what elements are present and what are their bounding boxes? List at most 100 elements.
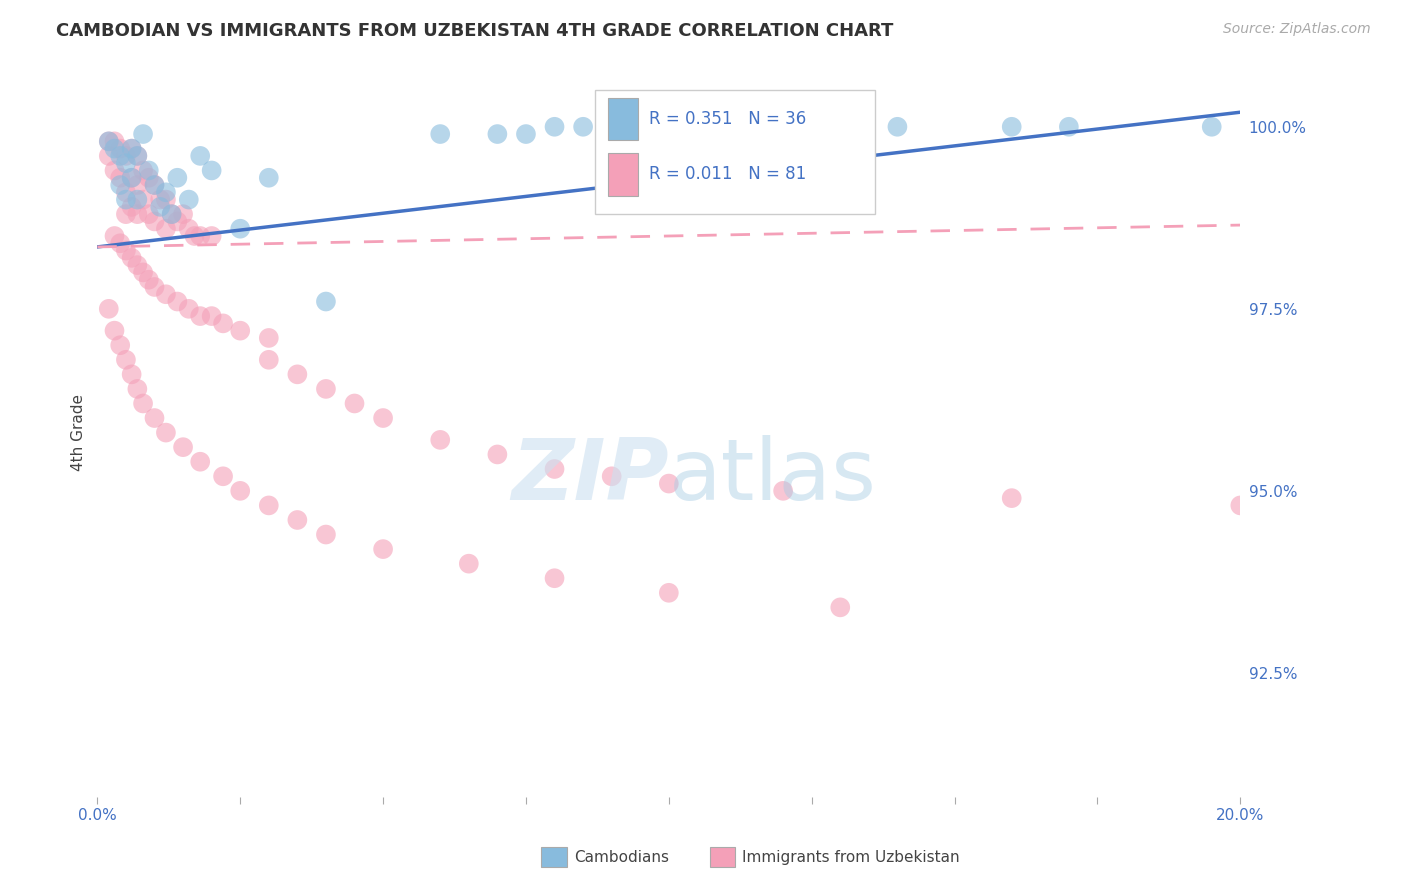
Text: CAMBODIAN VS IMMIGRANTS FROM UZBEKISTAN 4TH GRADE CORRELATION CHART: CAMBODIAN VS IMMIGRANTS FROM UZBEKISTAN … xyxy=(56,22,894,40)
Point xyxy=(103,142,125,156)
Text: R = 0.011   N = 81: R = 0.011 N = 81 xyxy=(650,166,807,184)
Point xyxy=(183,229,205,244)
Point xyxy=(97,134,120,148)
Point xyxy=(257,331,280,345)
Point xyxy=(315,294,337,309)
Point xyxy=(149,200,172,214)
Point xyxy=(97,301,120,316)
Point xyxy=(166,214,188,228)
Point xyxy=(121,251,143,265)
FancyBboxPatch shape xyxy=(609,97,638,140)
Text: R = 0.351   N = 36: R = 0.351 N = 36 xyxy=(650,110,807,128)
Point xyxy=(121,170,143,185)
Point xyxy=(127,149,149,163)
Point xyxy=(486,447,509,461)
Point xyxy=(127,178,149,192)
Point xyxy=(155,425,177,440)
Point xyxy=(155,287,177,301)
Point xyxy=(177,301,200,316)
Point xyxy=(429,127,451,141)
Point xyxy=(115,186,138,200)
Point xyxy=(121,368,143,382)
Point xyxy=(188,309,211,323)
Point xyxy=(121,170,143,185)
Point xyxy=(229,221,252,235)
Point xyxy=(166,170,188,185)
Point xyxy=(343,396,366,410)
Point xyxy=(315,382,337,396)
Point xyxy=(229,324,252,338)
Point xyxy=(103,134,125,148)
Text: ZIP: ZIP xyxy=(512,434,669,517)
Point xyxy=(658,586,681,600)
Point xyxy=(121,200,143,214)
Point xyxy=(628,120,651,134)
Point xyxy=(155,221,177,235)
Point xyxy=(143,214,166,228)
Point xyxy=(103,324,125,338)
Point xyxy=(177,221,200,235)
Point xyxy=(201,229,224,244)
Point xyxy=(543,120,565,134)
Point xyxy=(371,411,394,425)
Point xyxy=(886,120,908,134)
Point xyxy=(486,127,509,141)
Point xyxy=(188,229,211,244)
Point xyxy=(572,120,595,134)
Point xyxy=(515,127,537,141)
Point xyxy=(285,368,308,382)
Point xyxy=(166,294,188,309)
Point xyxy=(1001,491,1024,505)
Point xyxy=(143,178,166,192)
Point xyxy=(543,571,565,585)
Point xyxy=(115,193,138,207)
Point xyxy=(371,542,394,557)
Point xyxy=(155,193,177,207)
Y-axis label: 4th Grade: 4th Grade xyxy=(72,394,86,471)
Point xyxy=(257,352,280,367)
Point xyxy=(138,170,160,185)
Point xyxy=(149,193,172,207)
Point xyxy=(1001,120,1024,134)
Point xyxy=(1229,499,1251,513)
Point xyxy=(138,163,160,178)
Point xyxy=(1057,120,1080,134)
Point xyxy=(108,338,131,352)
Point xyxy=(543,462,565,476)
Point xyxy=(132,163,155,178)
Point xyxy=(97,149,120,163)
Point xyxy=(160,207,183,221)
Point xyxy=(115,156,138,170)
Point xyxy=(115,352,138,367)
Point xyxy=(138,207,160,221)
Point xyxy=(108,236,131,251)
FancyBboxPatch shape xyxy=(609,153,638,195)
Point xyxy=(160,207,183,221)
Point xyxy=(772,483,794,498)
Point xyxy=(127,193,149,207)
Point xyxy=(285,513,308,527)
Point xyxy=(257,170,280,185)
Point xyxy=(132,396,155,410)
Point xyxy=(143,411,166,425)
Point xyxy=(830,600,852,615)
Point xyxy=(121,142,143,156)
Point xyxy=(172,207,194,221)
Point xyxy=(108,170,131,185)
Point xyxy=(143,280,166,294)
Point xyxy=(115,244,138,258)
Point xyxy=(115,149,138,163)
Point xyxy=(212,469,235,483)
Point xyxy=(103,229,125,244)
Point xyxy=(127,258,149,272)
Point xyxy=(132,265,155,279)
Point xyxy=(315,527,337,541)
Text: Source: ZipAtlas.com: Source: ZipAtlas.com xyxy=(1223,22,1371,37)
Point xyxy=(600,469,623,483)
Text: Immigrants from Uzbekistan: Immigrants from Uzbekistan xyxy=(742,850,960,864)
Point xyxy=(1201,120,1223,134)
Point xyxy=(127,382,149,396)
Point xyxy=(121,142,143,156)
Point xyxy=(155,186,177,200)
Point xyxy=(429,433,451,447)
